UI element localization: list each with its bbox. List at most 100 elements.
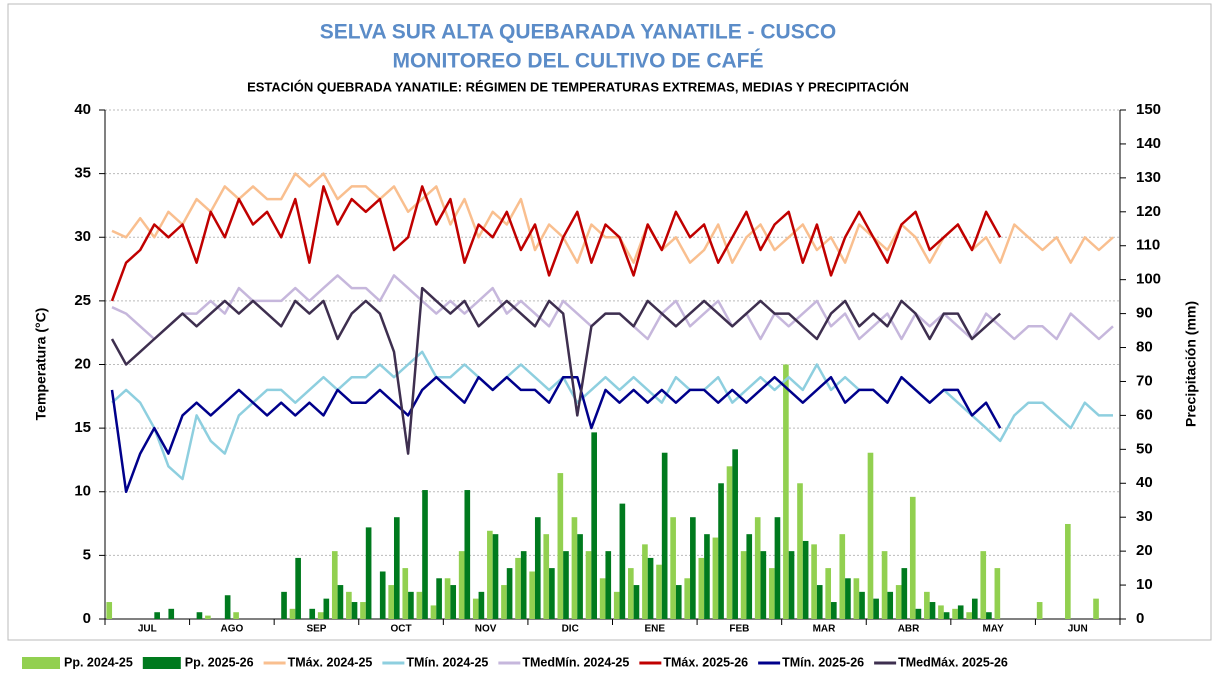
y2-tick-label: 80 (1136, 339, 1153, 356)
precip-bar (797, 483, 803, 619)
precip-bar (196, 612, 203, 619)
precip-bar (732, 449, 738, 619)
y-tick-label: 0 (83, 610, 91, 627)
precip-bar (726, 466, 733, 619)
chart-title: SELVA SUR ALTA QUEBARADA YANATILE - CUSC… (320, 21, 836, 44)
y-axis-label: Temperatura (°C) (33, 308, 49, 421)
precip-bar (549, 568, 555, 619)
precip-bar (690, 517, 696, 619)
precip-bar (1036, 602, 1043, 619)
y-tick-label: 20 (74, 355, 91, 372)
precip-bar (816, 585, 823, 619)
y2-tick-label: 100 (1136, 271, 1161, 288)
chart-subtitle: MONITOREO DEL CULTIVO DE CAFÉ (392, 50, 763, 73)
x-tick-label: AGO (220, 624, 243, 635)
legend-label: TMín. 2025-26 (782, 655, 864, 669)
precip-bar (642, 544, 648, 619)
y2-tick-label: 150 (1136, 101, 1161, 118)
precip-bar (281, 591, 287, 619)
precip-bar (825, 568, 832, 619)
precip-bar (1093, 598, 1099, 619)
series-line (111, 350, 1113, 481)
precip-bar (557, 473, 564, 619)
precip-bar (591, 432, 597, 619)
precip-bar (839, 534, 846, 619)
precip-bar (337, 585, 344, 619)
x-tick-label: OCT (390, 624, 411, 635)
precip-bar (430, 605, 437, 619)
precip-bar (309, 608, 316, 619)
series-line (110, 286, 1002, 455)
precip-bar (346, 591, 352, 619)
precip-bar (901, 568, 908, 619)
precip-bar (464, 490, 471, 619)
precip-bar (774, 517, 781, 619)
chart-frame (7, 3, 1212, 641)
legend-label: TMedMín. 2024-25 (522, 655, 629, 669)
precip-bar (379, 571, 386, 619)
precip-bar (515, 557, 521, 619)
precip-bar (543, 534, 550, 619)
y2-tick-label: 70 (1136, 372, 1153, 389)
precip-bar (971, 598, 978, 619)
precip-bar (436, 578, 442, 619)
precip-bar (768, 568, 775, 619)
x-tick-label: JUN (1068, 624, 1088, 635)
y-tick-label: 40 (74, 101, 91, 118)
series-line (110, 185, 1002, 302)
x-tick-label: MAR (813, 624, 837, 635)
precip-bar (472, 598, 479, 619)
y2-tick-label: 90 (1136, 305, 1153, 322)
precip-bar (811, 544, 817, 619)
precip-bar (684, 578, 691, 619)
precip-bar (599, 578, 606, 619)
y-tick-label: 25 (74, 292, 91, 309)
precip-bar (740, 551, 747, 619)
y2-tick-label: 130 (1136, 169, 1161, 186)
legend-label: TMáx. 2024-25 (288, 655, 373, 669)
series-line (111, 172, 1114, 264)
y2-tick-label: 120 (1136, 203, 1161, 220)
precip-bar (881, 551, 888, 619)
x-tick-label: FEB (729, 624, 749, 635)
y-tick-label: 10 (74, 483, 91, 500)
precip-bar (887, 591, 894, 619)
y-tick-label: 30 (74, 228, 91, 245)
y2-tick-label: 30 (1136, 508, 1153, 525)
legend-label: TMedMáx. 2025-26 (898, 655, 1008, 669)
precip-bar (675, 585, 682, 619)
legend-swatch (22, 657, 60, 669)
precip-bar (718, 483, 724, 619)
precip-bar (1065, 523, 1071, 619)
precip-bar (416, 591, 423, 619)
y2-tick-label: 40 (1136, 474, 1153, 491)
precip-bar (929, 602, 936, 619)
y2-tick-label: 110 (1136, 237, 1160, 254)
precip-bar (520, 551, 527, 619)
legend-label: TMáx. 2025-26 (663, 655, 748, 669)
x-tick-label: SEP (306, 624, 326, 635)
precip-bar (938, 605, 944, 619)
legend-label: Pp. 2024-25 (64, 655, 133, 669)
precip-bar (704, 534, 710, 619)
precip-bar (994, 568, 1001, 619)
precip-bar (613, 591, 620, 619)
precip-bar (402, 568, 409, 619)
y2-tick-label: 50 (1136, 440, 1153, 457)
y2-tick-label: 140 (1136, 135, 1161, 152)
precip-bar (909, 496, 916, 619)
precip-bar (450, 585, 457, 619)
precip-bar (966, 612, 972, 619)
precip-bar (760, 551, 767, 619)
precip-bar (444, 578, 451, 619)
precip-bar (867, 452, 874, 619)
precip-bar (563, 551, 569, 619)
precip-bar (943, 612, 950, 619)
precip-bar (915, 608, 922, 619)
precip-bar (698, 557, 705, 619)
x-tick-label: ABR (898, 624, 920, 635)
precip-bar (802, 540, 809, 619)
x-tick-label: ENE (645, 624, 666, 635)
y2-tick-label: 10 (1136, 576, 1153, 593)
precip-bar (422, 490, 428, 619)
